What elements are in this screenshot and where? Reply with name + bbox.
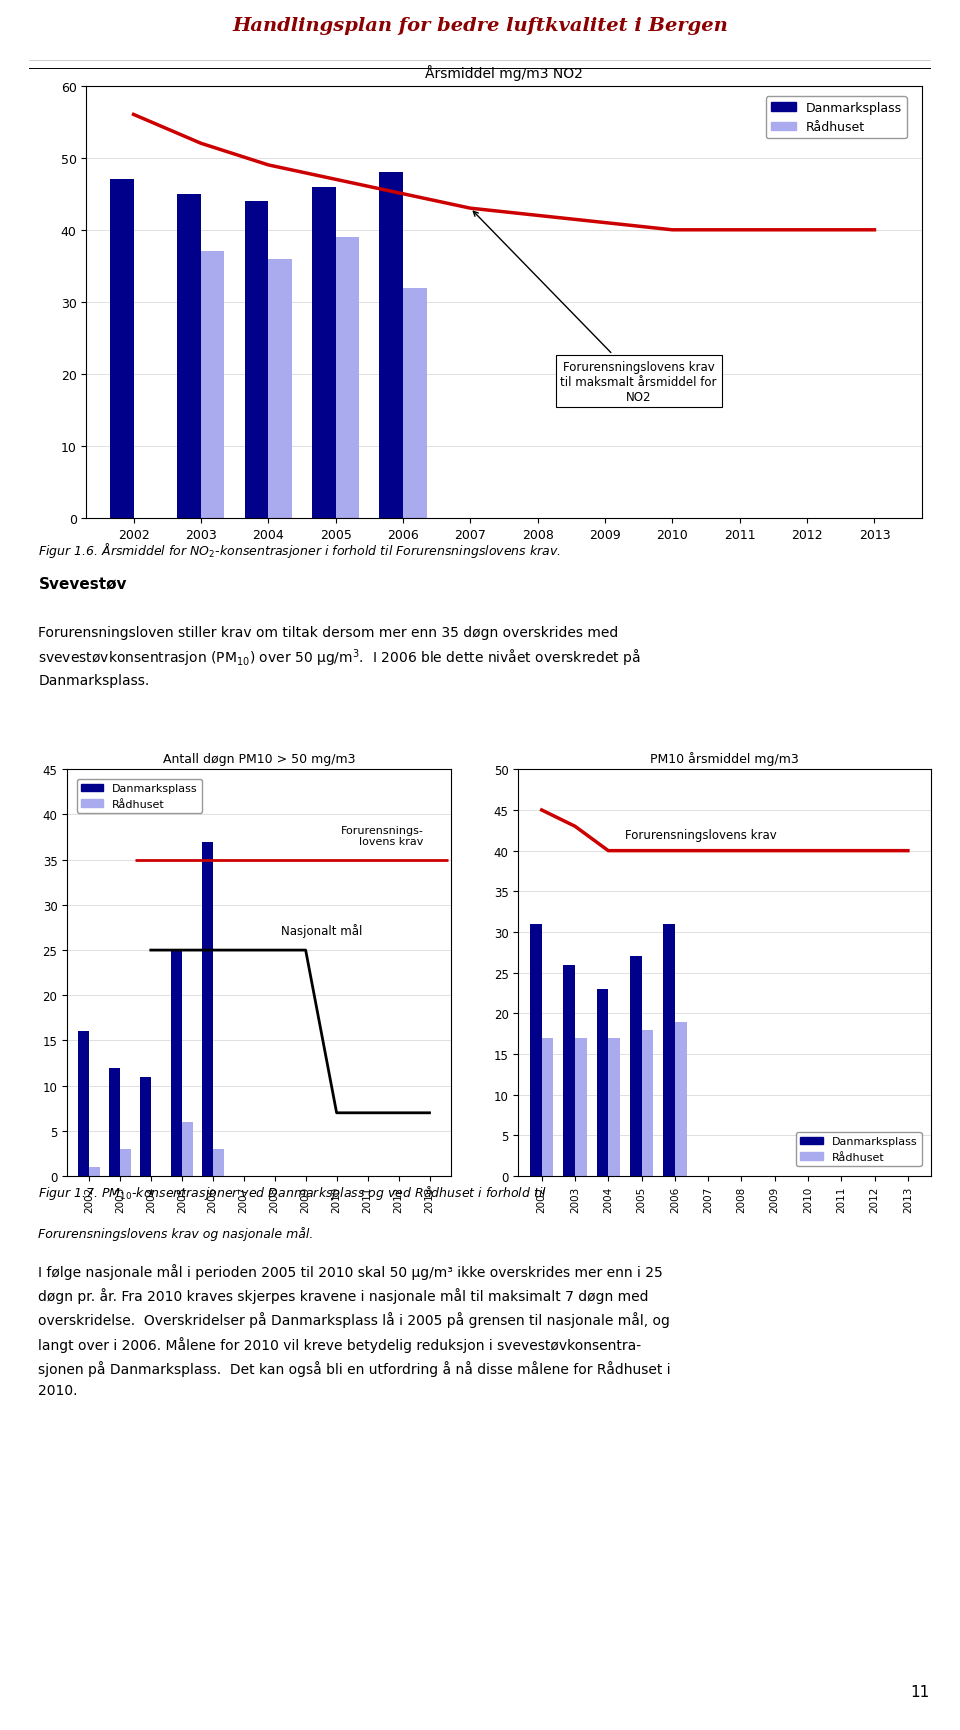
Bar <box>541 1038 553 1176</box>
Bar <box>596 990 609 1176</box>
Bar <box>89 1168 100 1176</box>
Bar <box>609 1038 620 1176</box>
Text: Forurensningslovens krav og nasjonale mål.: Forurensningslovens krav og nasjonale må… <box>38 1227 314 1240</box>
Bar <box>109 1067 120 1176</box>
Bar <box>181 1123 193 1176</box>
Bar <box>630 957 641 1176</box>
Bar <box>379 173 403 519</box>
Bar <box>213 1149 224 1176</box>
Bar <box>675 1022 686 1176</box>
Bar <box>171 950 181 1176</box>
Bar <box>403 289 426 519</box>
Text: Forurensningsloven stiller krav om tiltak dersom mer enn 35 døgn overskrides med: Forurensningsloven stiller krav om tilta… <box>38 626 641 689</box>
Text: I følge nasjonale mål i perioden 2005 til 2010 skal 50 µg/m³ ikke overskrides me: I følge nasjonale mål i perioden 2005 ti… <box>38 1263 671 1398</box>
Bar <box>564 965 575 1176</box>
Title: Årsmiddel mg/m3 NO2: Årsmiddel mg/m3 NO2 <box>425 66 583 81</box>
Legend: Danmarksplass, Rådhuset: Danmarksplass, Rådhuset <box>77 780 203 813</box>
Bar <box>140 1078 151 1176</box>
Text: 11: 11 <box>910 1683 929 1699</box>
Text: Handlingsplan for bedre luftkvalitet i Bergen: Handlingsplan for bedre luftkvalitet i B… <box>232 17 728 35</box>
Bar <box>575 1038 587 1176</box>
Bar <box>268 260 292 519</box>
Text: Forurensningslovens krav
til maksmalt årsmiddel for
NO2: Forurensningslovens krav til maksmalt år… <box>473 213 717 403</box>
Bar <box>178 194 201 519</box>
Bar <box>120 1149 131 1176</box>
Bar <box>110 180 133 519</box>
Bar <box>641 1029 653 1176</box>
Text: Forurensnings-
lovens krav: Forurensnings- lovens krav <box>341 825 423 846</box>
Text: Svevestøv: Svevestøv <box>38 576 127 592</box>
Bar <box>663 924 675 1176</box>
Text: Nasjonalt mål: Nasjonalt mål <box>281 924 362 938</box>
Legend: Danmarksplass, Rådhuset: Danmarksplass, Rådhuset <box>766 97 907 140</box>
Title: PM10 årsmiddel mg/m3: PM10 årsmiddel mg/m3 <box>651 753 799 766</box>
Bar <box>312 187 336 519</box>
Text: Forurensningslovens krav: Forurensningslovens krav <box>625 829 777 841</box>
Text: Figur 1.7. PM$_{10}$-konsentrasjoner ved Danmarksplass og ved Rådhuset i forhold: Figur 1.7. PM$_{10}$-konsentrasjoner ved… <box>38 1183 547 1201</box>
Bar <box>78 1031 89 1176</box>
Bar <box>201 253 225 519</box>
Bar <box>202 843 213 1176</box>
Bar <box>336 239 359 519</box>
Title: Antall døgn PM10 > 50 mg/m3: Antall døgn PM10 > 50 mg/m3 <box>163 753 355 766</box>
Legend: Danmarksplass, Rådhuset: Danmarksplass, Rådhuset <box>796 1133 922 1166</box>
Text: Figur 1.6. Årsmiddel for NO$_2$-konsentrasjoner i forhold til Forurensningsloven: Figur 1.6. Årsmiddel for NO$_2$-konsentr… <box>38 541 562 559</box>
Bar <box>245 202 268 519</box>
Bar <box>530 924 541 1176</box>
